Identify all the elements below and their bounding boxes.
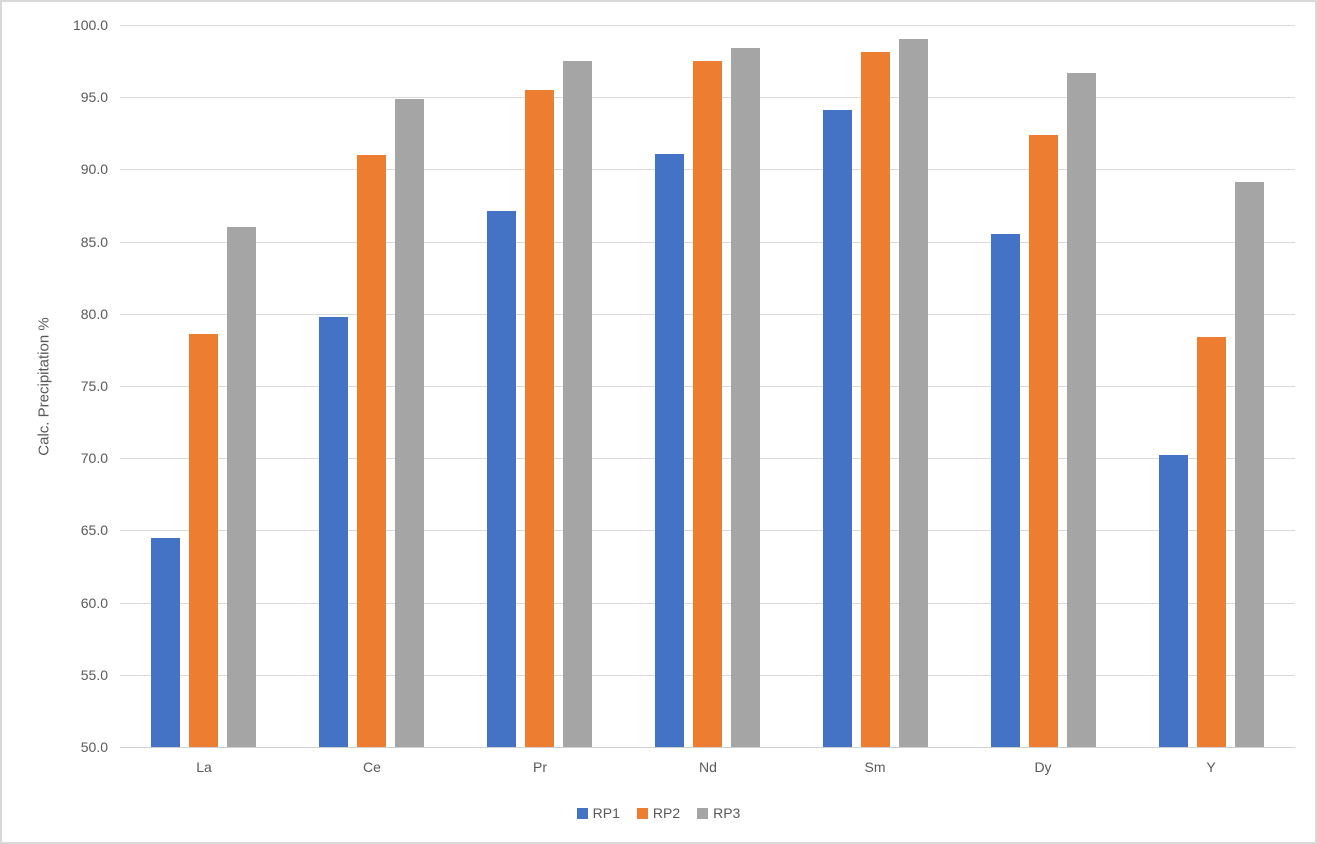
bar-RP1-Ce xyxy=(319,317,348,747)
x-axis-labels: La Ce Pr Nd Sm Dy Y xyxy=(120,757,1295,777)
y-tick-label: 50.0 xyxy=(80,739,108,755)
legend-item-RP2: RP2 xyxy=(636,805,681,821)
bar-RP3-Pr xyxy=(563,61,592,747)
gridline xyxy=(120,25,1295,26)
bar-RP3-Nd xyxy=(731,48,760,747)
bar-RP1-Pr xyxy=(487,211,516,747)
legend-swatch-icon xyxy=(576,807,588,819)
bar-RP3-La xyxy=(227,227,256,747)
bar-RP2-Pr xyxy=(525,90,554,747)
legend-label: RP3 xyxy=(713,805,741,821)
x-tick-label-Nd: Nd xyxy=(699,759,717,775)
bar-RP1-La xyxy=(151,538,180,747)
legend-label: RP1 xyxy=(592,805,620,821)
x-tick-label-Dy: Dy xyxy=(1034,759,1052,775)
y-tick-label: 65.0 xyxy=(80,522,108,538)
legend-label: RP2 xyxy=(652,805,681,821)
bar-RP2-Y xyxy=(1197,337,1226,747)
legend: RP1 RP2 RP3 xyxy=(2,803,1315,823)
x-tick-label-Sm: Sm xyxy=(864,759,886,775)
plot-area xyxy=(120,25,1295,748)
y-tick-label: 90.0 xyxy=(80,161,108,177)
legend-item-RP1: RP1 xyxy=(576,805,620,821)
y-tick-label: 95.0 xyxy=(80,89,108,105)
y-tick-label: 100.0 xyxy=(72,17,108,33)
legend-swatch-icon xyxy=(697,807,709,819)
y-tick-label: 75.0 xyxy=(80,378,108,394)
x-tick-label-Pr: Pr xyxy=(533,759,547,775)
bar-RP1-Nd xyxy=(655,154,684,747)
bar-RP2-Nd xyxy=(693,61,722,747)
x-axis-line xyxy=(120,747,1295,748)
bar-RP2-Sm xyxy=(861,52,890,747)
y-tick-label: 60.0 xyxy=(80,595,108,611)
x-tick-label-La: La xyxy=(196,759,212,775)
y-tick-label: 85.0 xyxy=(80,234,108,250)
bar-RP1-Dy xyxy=(991,234,1020,747)
bar-RP2-Ce xyxy=(357,155,386,747)
bar-RP2-La xyxy=(189,334,218,747)
bar-RP3-Y xyxy=(1235,182,1264,747)
bar-RP1-Sm xyxy=(823,110,852,747)
bar-RP2-Dy xyxy=(1029,135,1058,747)
y-axis-labels: 50.0 55.0 60.0 65.0 70.0 75.0 80.0 85.0 90.0 95.0… xyxy=(2,17,108,755)
x-tick-label-Y: Y xyxy=(1206,759,1216,775)
bar-RP3-Dy xyxy=(1067,73,1096,747)
bar-RP3-Sm xyxy=(899,39,928,747)
bar-RP1-Y xyxy=(1159,455,1188,747)
y-tick-label: 80.0 xyxy=(80,306,108,322)
x-tick-label-Ce: Ce xyxy=(363,759,381,775)
legend-swatch-icon xyxy=(636,807,648,819)
legend-item-RP3: RP3 xyxy=(697,805,740,821)
bar-RP3-Ce xyxy=(395,99,424,747)
y-tick-label: 55.0 xyxy=(80,667,108,683)
y-tick-label: 70.0 xyxy=(80,450,108,466)
